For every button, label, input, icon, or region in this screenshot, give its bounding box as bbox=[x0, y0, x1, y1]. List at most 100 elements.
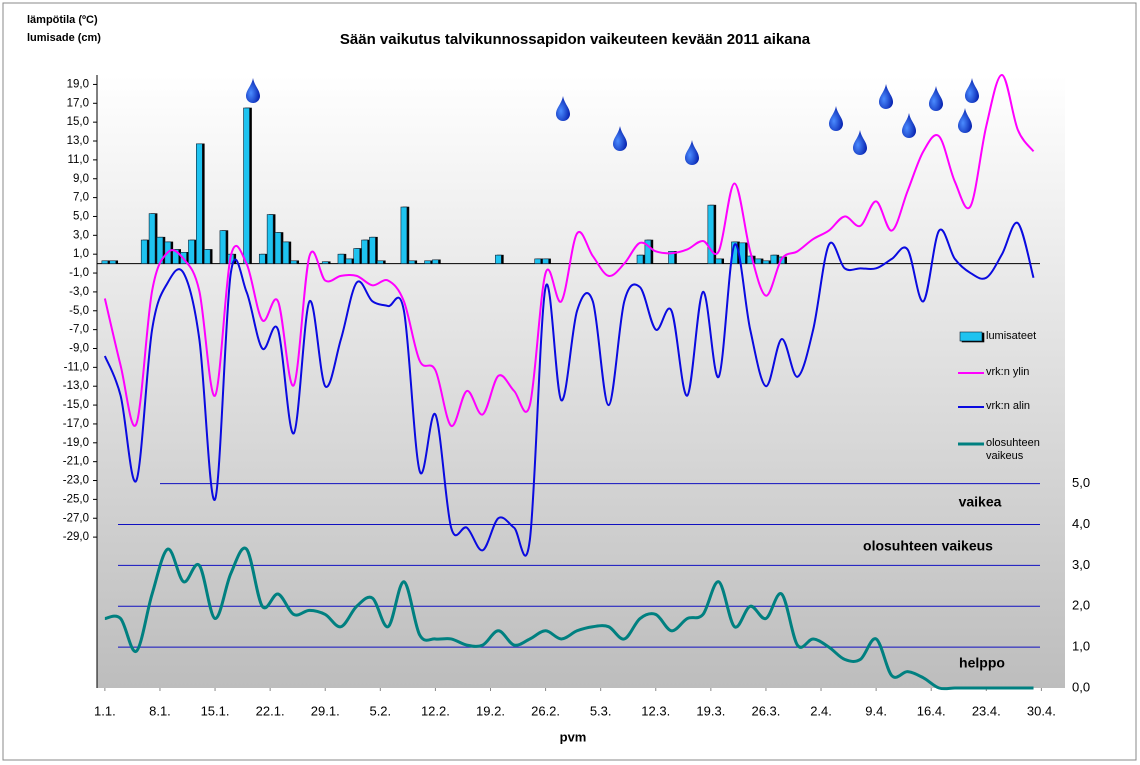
chart-title: Sään vaikutus talvikunnossapidon vaikeut… bbox=[340, 31, 811, 48]
bar bbox=[219, 230, 227, 264]
raindrops bbox=[246, 78, 979, 165]
legend-label: lumisateet bbox=[986, 330, 1037, 342]
x-tick-label: 15.1. bbox=[201, 703, 230, 718]
bar bbox=[266, 214, 274, 264]
y-axis-label: lämpötila (ºC) bbox=[27, 14, 98, 26]
y-tick-label: -1,0 bbox=[69, 267, 89, 279]
y2-tick-label: 5,0 bbox=[1072, 475, 1090, 490]
y-tick-label: -25,0 bbox=[63, 493, 89, 505]
y-tick-label: -9,0 bbox=[69, 343, 89, 355]
legend-label: olosuhteen vaikeus bbox=[986, 437, 1040, 462]
bar bbox=[707, 204, 715, 264]
bar bbox=[282, 241, 290, 264]
y-tick-label: -5,0 bbox=[69, 305, 89, 317]
y-tick-label: -21,0 bbox=[63, 456, 89, 468]
bar bbox=[400, 206, 408, 264]
raindrop bbox=[556, 96, 570, 121]
x-tick-label: 2.4. bbox=[810, 703, 832, 718]
x-tick-label: 1.1. bbox=[94, 703, 116, 718]
x-tick-label: 8.1. bbox=[149, 703, 171, 718]
bar bbox=[361, 239, 368, 264]
x-tick-label: 26.3. bbox=[751, 703, 780, 718]
bar bbox=[668, 251, 675, 264]
raindrop bbox=[685, 140, 699, 165]
y-tick-label: 19,0 bbox=[67, 78, 89, 90]
bar bbox=[274, 232, 282, 264]
y-tick-label: 17,0 bbox=[67, 97, 89, 109]
y-tick-label: 11,0 bbox=[67, 154, 89, 166]
y-tick-label: -27,0 bbox=[63, 512, 89, 524]
raindrop bbox=[958, 108, 972, 133]
bar bbox=[109, 260, 117, 264]
y-tick-label: -3,0 bbox=[69, 286, 89, 298]
bar bbox=[203, 249, 211, 264]
line bbox=[104, 546, 1034, 691]
y-tick-label: 5,0 bbox=[73, 210, 89, 222]
bar bbox=[424, 260, 431, 264]
raindrop bbox=[879, 84, 893, 109]
x-tick-label: 12.2. bbox=[421, 703, 450, 718]
bar bbox=[148, 213, 156, 264]
bar bbox=[731, 241, 738, 264]
legend-swatch bbox=[959, 331, 983, 342]
raindrop bbox=[613, 126, 627, 151]
y-tick-label: -15,0 bbox=[63, 399, 89, 411]
x-tick-label: 29.1. bbox=[311, 703, 340, 718]
y-tick-label: 15,0 bbox=[67, 116, 89, 128]
bar bbox=[715, 258, 723, 264]
bar bbox=[377, 260, 384, 264]
y-tick-label: 1,0 bbox=[73, 248, 89, 260]
y-tick-label: 3,0 bbox=[73, 229, 89, 241]
bar bbox=[636, 254, 644, 264]
bar bbox=[432, 259, 439, 264]
bar bbox=[770, 254, 778, 264]
x-tick-label: 16.4. bbox=[917, 703, 946, 718]
y-tick-label: -19,0 bbox=[63, 437, 89, 449]
bar bbox=[345, 258, 353, 264]
y2-tick-label: 4,0 bbox=[1072, 516, 1090, 531]
bar bbox=[353, 248, 361, 264]
y2-tick-label: 3,0 bbox=[1072, 557, 1090, 572]
raindrop bbox=[853, 130, 867, 155]
bar bbox=[140, 239, 148, 264]
x-tick-label: 22.1. bbox=[256, 703, 285, 718]
y-tick-label: -29,0 bbox=[63, 531, 89, 543]
bar bbox=[321, 261, 329, 264]
bar bbox=[188, 239, 195, 264]
annotation: helppo bbox=[959, 655, 1005, 671]
y-tick-label: -11,0 bbox=[64, 361, 89, 373]
x-axis-label: pvm bbox=[560, 729, 587, 744]
y-axis-label: lumisade (cm) bbox=[27, 32, 101, 44]
y-tick-label: 9,0 bbox=[73, 173, 89, 185]
x-tick-label: 30.4. bbox=[1027, 703, 1056, 718]
x-tick-label: 23.4. bbox=[972, 703, 1001, 718]
annotation: olosuhteen vaikeus bbox=[863, 538, 993, 554]
y-tick-label: -17,0 bbox=[63, 418, 89, 430]
x-tick-label: 12.3. bbox=[641, 703, 670, 718]
line bbox=[103, 221, 1035, 557]
raindrop bbox=[902, 113, 916, 138]
x-tick-label: 9.4. bbox=[865, 703, 887, 718]
bar bbox=[754, 258, 762, 264]
y-tick-label: -23,0 bbox=[63, 475, 89, 487]
bar bbox=[290, 260, 298, 264]
bar bbox=[101, 260, 109, 264]
bar bbox=[644, 239, 652, 264]
bar bbox=[495, 254, 502, 264]
bar bbox=[542, 258, 549, 264]
legend-label: vrk:n ylin bbox=[986, 366, 1030, 378]
annotation: vaikea bbox=[959, 494, 1002, 510]
y2-tick-label: 0,0 bbox=[1072, 679, 1090, 694]
y-tick-label: 13,0 bbox=[67, 135, 89, 147]
bar bbox=[196, 143, 203, 264]
bar bbox=[408, 260, 416, 264]
bar bbox=[243, 107, 250, 264]
raindrop bbox=[829, 106, 843, 131]
x-tick-label: 26.2. bbox=[531, 703, 560, 718]
raindrop bbox=[246, 78, 260, 103]
y-tick-label: 7,0 bbox=[73, 192, 89, 204]
bar bbox=[258, 253, 266, 264]
bar bbox=[534, 258, 542, 264]
